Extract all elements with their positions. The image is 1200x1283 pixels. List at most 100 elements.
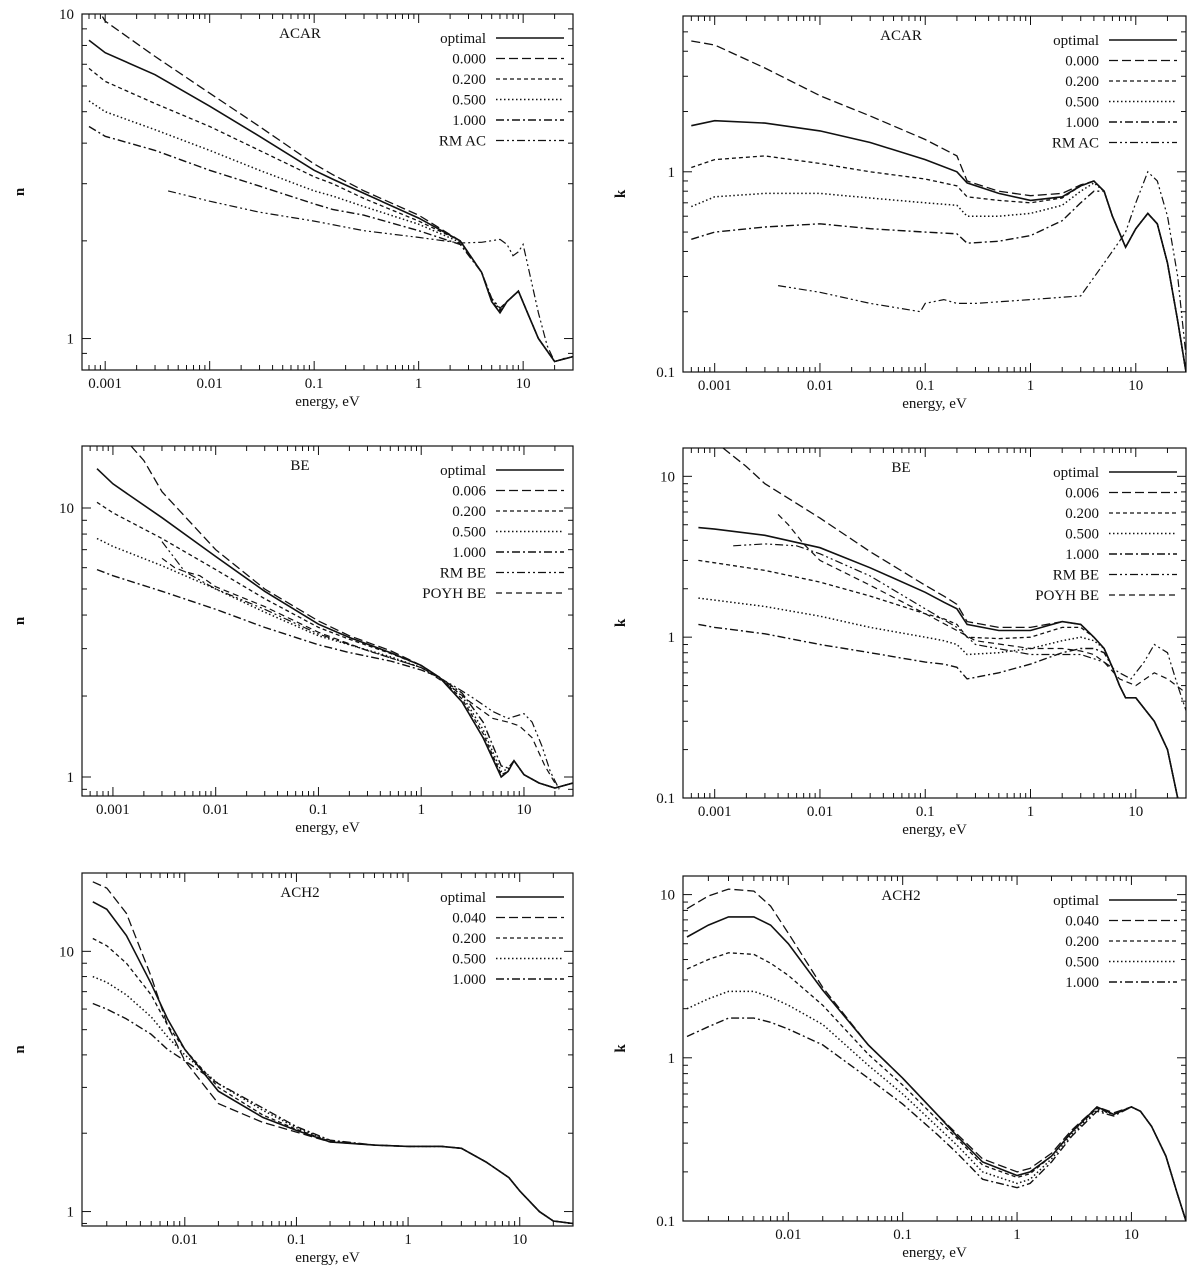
legend-label: 0.500 bbox=[1065, 527, 1099, 543]
legend-label: 0.200 bbox=[1065, 74, 1099, 90]
legend-label: 0.000 bbox=[1065, 54, 1099, 70]
legend-label: 1.000 bbox=[1065, 115, 1099, 131]
legend-label: 0.500 bbox=[452, 952, 486, 968]
x-axis-label: energy, eV bbox=[295, 394, 360, 410]
legend-label: 0.006 bbox=[452, 484, 486, 500]
series-line-0-500 bbox=[686, 990, 1186, 1221]
legend-label: 0.200 bbox=[452, 931, 486, 947]
legend-label: optimal bbox=[1053, 893, 1099, 909]
series-line-0-500 bbox=[96, 537, 573, 789]
x-tick-label: 0.01 bbox=[172, 1232, 198, 1248]
x-axis-label: energy, eV bbox=[902, 396, 967, 412]
x-tick-label: 1 bbox=[404, 1232, 412, 1248]
y-tick-label: 1 bbox=[67, 1205, 75, 1221]
series-line-1-000 bbox=[88, 125, 573, 363]
legend-label: 0.040 bbox=[452, 911, 486, 927]
legend-label: 0.500 bbox=[452, 93, 486, 109]
plot-frame bbox=[682, 447, 1187, 799]
series-line-0-006 bbox=[722, 448, 1179, 798]
x-tick-label: 0.001 bbox=[698, 804, 732, 820]
legend-label: POYH BE bbox=[1035, 588, 1099, 604]
series-line-0-040 bbox=[686, 888, 1186, 1221]
plot-frame bbox=[81, 445, 574, 797]
series-line-0-200 bbox=[88, 67, 573, 363]
plot-frame bbox=[682, 875, 1187, 1222]
legend-label: 0.040 bbox=[1065, 914, 1099, 930]
series-line-0-200 bbox=[698, 559, 1179, 798]
series-line-0-500 bbox=[698, 597, 1179, 798]
y-tick-label: 0.1 bbox=[656, 365, 675, 381]
chart-title: ACAR bbox=[880, 28, 922, 44]
chart-be-n: 0.001 0.01 0.1 1 10 1 10 energy, eV n BE optimal 0.… bbox=[12, 445, 574, 836]
chart-ach2-k: 0.01 0.1 1 10 0.1 1 10 energy, eV k ACH2 optimal 0.… bbox=[613, 875, 1187, 1261]
x-tick-label: 10 bbox=[512, 1232, 527, 1248]
x-tick-label: 0.1 bbox=[893, 1227, 912, 1243]
y-tick-label: 0.1 bbox=[656, 791, 675, 807]
legend-label: 1.000 bbox=[1065, 547, 1099, 563]
series-line-optimal bbox=[691, 119, 1186, 372]
series-line-0-200 bbox=[691, 155, 1186, 372]
x-tick-label: 1 bbox=[1027, 804, 1035, 820]
legend-label: optimal bbox=[1053, 465, 1099, 481]
y-tick-label: 10 bbox=[59, 7, 74, 23]
legend-label: 0.000 bbox=[452, 52, 486, 68]
x-tick-label: 1 bbox=[1013, 1227, 1021, 1243]
x-tick-label: 0.1 bbox=[916, 378, 935, 394]
legend-label: 0.200 bbox=[452, 72, 486, 88]
plot-frame bbox=[81, 872, 574, 1227]
y-axis-label: k bbox=[613, 618, 629, 627]
series-line-1-000 bbox=[96, 568, 573, 789]
chart-acar-k: 0.001 0.01 0.1 1 10 0.1 1 energy, eV k ACAR optima… bbox=[613, 15, 1187, 412]
legend-label: POYH BE bbox=[422, 586, 486, 602]
x-tick-label: 0.01 bbox=[807, 378, 833, 394]
chart-title: BE bbox=[891, 460, 910, 476]
chart-ach2-n: 0.01 0.1 1 10 1 10 energy, eV n ACH2 optimal 0.040… bbox=[12, 872, 574, 1266]
y-tick-label: 10 bbox=[59, 501, 74, 517]
series-line-rm-be bbox=[733, 543, 1186, 711]
x-axis-label: energy, eV bbox=[902, 822, 967, 838]
series-line-poyh-be bbox=[161, 557, 556, 784]
y-tick-label: 1 bbox=[668, 1051, 676, 1067]
chart-title: ACH2 bbox=[280, 885, 319, 901]
x-tick-label: 0.1 bbox=[305, 376, 324, 392]
y-tick-label: 10 bbox=[660, 888, 675, 904]
legend-label: RM BE bbox=[1053, 568, 1099, 584]
series-line-1-000 bbox=[92, 1002, 573, 1225]
x-tick-label: 0.001 bbox=[698, 378, 732, 394]
series-line-rm-be bbox=[161, 541, 560, 790]
x-tick-label: 10 bbox=[516, 802, 531, 818]
series-line-0-006 bbox=[130, 446, 573, 789]
x-tick-label: 0.01 bbox=[775, 1227, 801, 1243]
x-tick-label: 10 bbox=[1128, 378, 1143, 394]
x-tick-label: 0.001 bbox=[96, 802, 130, 818]
y-tick-label: 0.1 bbox=[656, 1214, 675, 1230]
chart-title: BE bbox=[290, 458, 309, 474]
legend-label: 0.200 bbox=[1065, 934, 1099, 950]
legend-label: optimal bbox=[440, 463, 486, 479]
series-line-optimal bbox=[88, 39, 573, 363]
y-tick-label: 1 bbox=[668, 630, 676, 646]
chart-be-k: 0.001 0.01 0.1 1 10 0.1 1 10 energy, eV k BE optima… bbox=[613, 447, 1187, 838]
y-tick-label: 10 bbox=[660, 469, 675, 485]
series-line-0-000 bbox=[691, 40, 1186, 372]
legend-label: 0.200 bbox=[1065, 506, 1099, 522]
legend-label: optimal bbox=[440, 890, 486, 906]
legend-label: 0.500 bbox=[1065, 955, 1099, 971]
chart-title: ACH2 bbox=[881, 888, 920, 904]
series-line-poyh-be bbox=[777, 513, 1186, 694]
legend-label: optimal bbox=[440, 31, 486, 47]
plot-frame bbox=[81, 13, 574, 371]
legend-label: 0.200 bbox=[452, 504, 486, 520]
legend-label: RM AC bbox=[439, 134, 486, 150]
chart-acar-n: 0.001 0.01 0.1 1 10 1 10 energy, eV n ACAR optimal… bbox=[12, 7, 574, 410]
y-axis-label: n bbox=[12, 187, 28, 196]
series-line-rm-ac bbox=[778, 170, 1186, 357]
x-tick-label: 1 bbox=[1027, 378, 1035, 394]
x-axis-label: energy, eV bbox=[295, 1250, 360, 1266]
series-line-1-000 bbox=[698, 623, 1179, 798]
x-tick-label: 0.001 bbox=[88, 376, 122, 392]
x-tick-label: 0.1 bbox=[916, 804, 935, 820]
y-tick-label: 1 bbox=[67, 332, 75, 348]
y-axis-label: k bbox=[613, 1044, 629, 1053]
